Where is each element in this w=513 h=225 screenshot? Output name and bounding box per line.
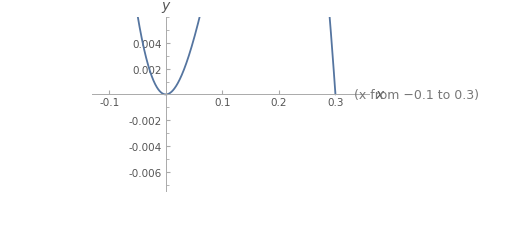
Text: x: x	[375, 88, 383, 102]
Text: y: y	[162, 0, 170, 12]
Text: (x from −0.1 to 0.3): (x from −0.1 to 0.3)	[353, 88, 479, 101]
